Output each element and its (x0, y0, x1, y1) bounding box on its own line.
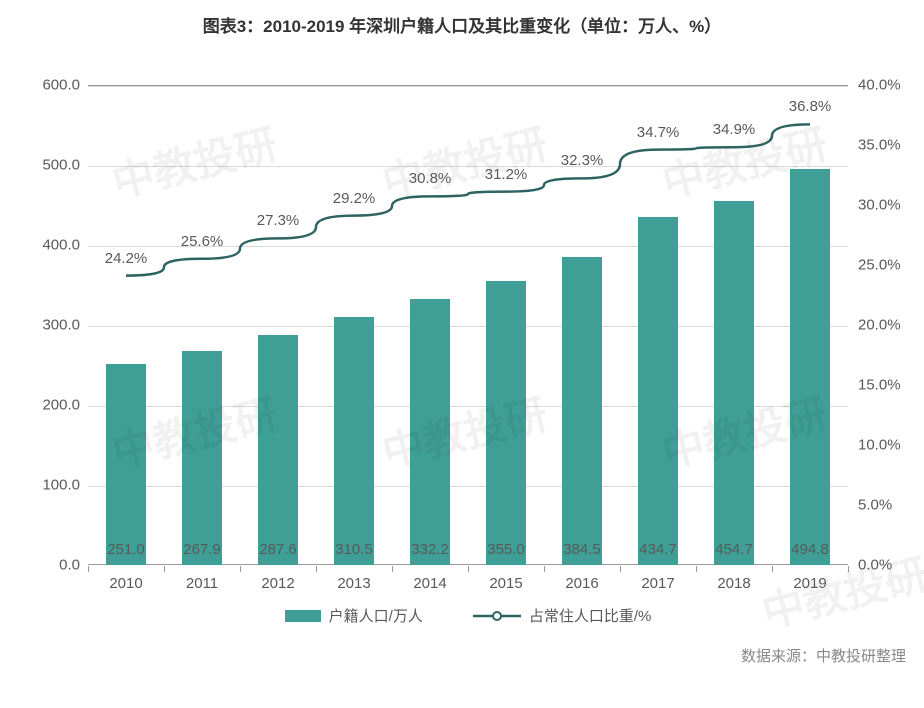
y-right-tick-label: 15.0% (858, 377, 901, 394)
bar-value-label: 454.7 (715, 541, 753, 558)
y-right-tick-label: 35.0% (858, 137, 901, 154)
y-left-tick-label: 400.0 (28, 237, 80, 254)
line-value-label: 31.2% (485, 166, 528, 183)
y-left-tick-label: 200.0 (28, 397, 80, 414)
x-tick (164, 566, 165, 572)
legend: 户籍人口/万人 占常住人口比重/% (88, 605, 848, 626)
x-tick-label: 2014 (413, 575, 446, 592)
bar-value-label: 267.9 (183, 541, 221, 558)
bar-value-label: 494.8 (791, 541, 829, 558)
x-tick (316, 566, 317, 572)
x-tick-label: 2011 (186, 575, 218, 592)
bar-value-label: 384.5 (563, 541, 601, 558)
x-tick (620, 566, 621, 572)
x-tick (392, 566, 393, 572)
x-tick (772, 566, 773, 572)
x-tick (88, 566, 89, 572)
line-value-label: 34.9% (713, 121, 756, 138)
legend-item-bar: 户籍人口/万人 (285, 605, 423, 626)
line-value-label: 25.6% (181, 233, 224, 250)
x-tick-label: 2017 (641, 575, 674, 592)
x-tick-label: 2012 (261, 575, 294, 592)
line-value-label: 36.8% (789, 98, 832, 115)
x-tick-label: 2016 (565, 575, 598, 592)
x-tick (696, 566, 697, 572)
y-left-tick-label: 300.0 (28, 317, 80, 334)
source-label: 数据来源：中教投研整理 (741, 645, 906, 666)
x-tick-label: 2019 (793, 575, 826, 592)
x-tick-label: 2010 (109, 575, 142, 592)
y-left-tick-label: 600.0 (28, 77, 80, 94)
bar-value-label: 355.0 (487, 541, 525, 558)
bar-value-label: 287.6 (259, 541, 297, 558)
y-right-tick-label: 30.0% (858, 197, 901, 214)
bar-value-label: 434.7 (639, 541, 677, 558)
line-value-label: 27.3% (257, 212, 300, 229)
x-tick (468, 566, 469, 572)
y-right-tick-label: 0.0% (858, 557, 892, 574)
y-left-tick-label: 100.0 (28, 477, 80, 494)
bar-value-label: 310.5 (335, 541, 373, 558)
y-right-tick-label: 5.0% (858, 497, 892, 514)
legend-line-swatch (473, 609, 521, 623)
y-left-tick-label: 0.0 (28, 557, 80, 574)
legend-bar-label: 户籍人口/万人 (329, 605, 423, 626)
legend-line-label: 占常住人口比重/% (529, 605, 652, 626)
line-value-label: 32.3% (561, 152, 604, 169)
line-value-label: 30.8% (409, 170, 452, 187)
chart-title: 图表3：2010-2019 年深圳户籍人口及其比重变化（单位：万人、%） (0, 0, 924, 37)
x-tick (544, 566, 545, 572)
line-value-label: 24.2% (105, 250, 148, 267)
bar-value-label: 251.0 (107, 541, 145, 558)
line-series (88, 86, 848, 566)
x-tick-label: 2018 (717, 575, 750, 592)
legend-bar-swatch (285, 610, 321, 622)
x-tick (848, 566, 849, 572)
y-right-tick-label: 25.0% (858, 257, 901, 274)
x-tick-label: 2013 (337, 575, 370, 592)
legend-item-line: 占常住人口比重/% (473, 605, 652, 626)
y-right-tick-label: 10.0% (858, 437, 901, 454)
plot-area (88, 85, 848, 565)
chart-container: 图表3：2010-2019 年深圳户籍人口及其比重变化（单位：万人、%） 户籍人… (0, 0, 924, 708)
y-left-tick-label: 500.0 (28, 157, 80, 174)
x-tick-label: 2015 (489, 575, 522, 592)
bar-value-label: 332.2 (411, 541, 449, 558)
line-value-label: 29.2% (333, 190, 376, 207)
line-value-label: 34.7% (637, 124, 680, 141)
y-right-tick-label: 40.0% (858, 77, 901, 94)
x-tick (240, 566, 241, 572)
y-right-tick-label: 20.0% (858, 317, 901, 334)
